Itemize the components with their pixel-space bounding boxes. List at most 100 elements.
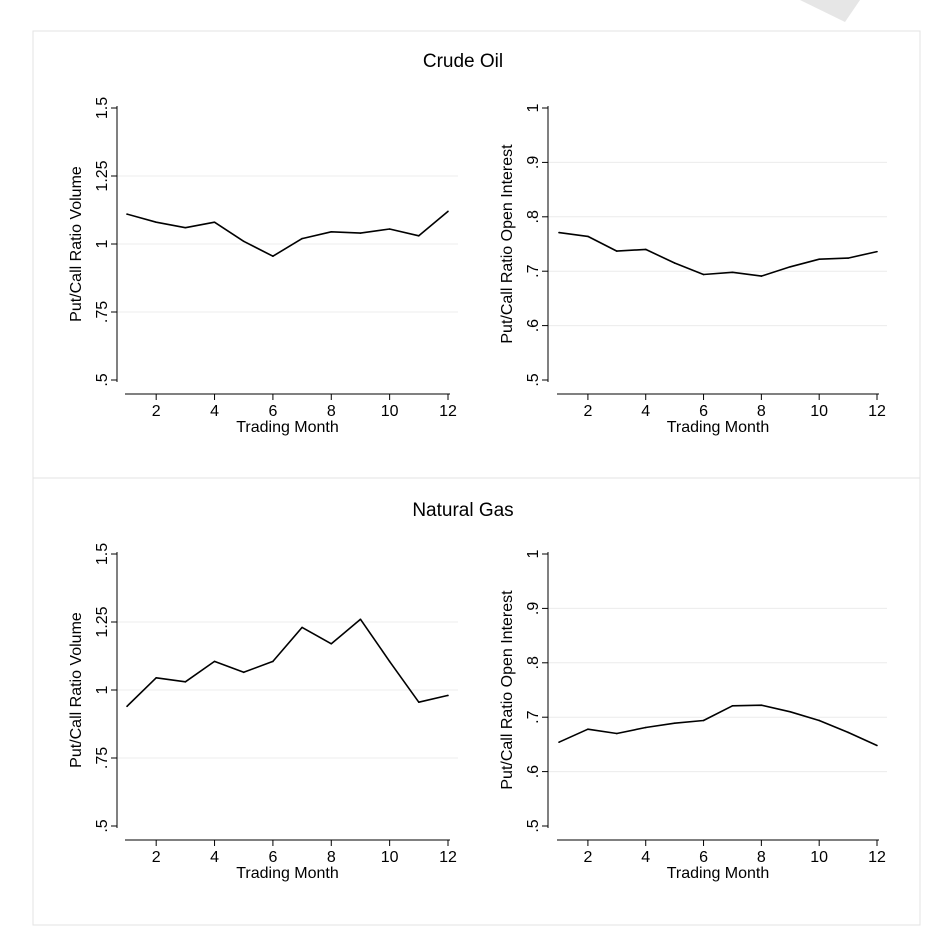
gas-oi-point-9: [789, 710, 792, 713]
gas-oi-point-11: [847, 731, 849, 734]
gas-volume-point-3: [184, 681, 187, 683]
crude-oi-point-2: [587, 235, 589, 238]
gas-volume-xtick-label-5: 12: [439, 849, 457, 866]
gas-oi-ytick-label-1: .6: [525, 765, 542, 778]
crude-volume-ytick-label-2: 1: [94, 239, 111, 248]
crude-oi-point-6: [702, 273, 705, 276]
gas-oi-point-1: [558, 741, 560, 744]
crude-oi-xtick-label-3: 8: [757, 403, 766, 420]
gas-volume-xtick-label-4: 10: [381, 849, 399, 866]
gas-oi-xtick-label-0: 2: [583, 849, 592, 866]
crude-volume-xtick-label-0: 2: [152, 403, 161, 420]
crude-volume-point-6: [272, 255, 274, 258]
gas-oi-ytick-label-4: .9: [525, 602, 542, 615]
gas-volume-xtick-label-0: 2: [152, 849, 161, 866]
crude-oi-xtick-label-5: 12: [868, 403, 886, 420]
gas-oi-ytick-label-2: .7: [525, 710, 542, 723]
crude-oi-y-title: Put/Call Ratio Open Interest: [499, 144, 516, 344]
crude-volume-point-10: [388, 228, 391, 230]
crude-oi-point-5: [673, 262, 676, 264]
crude-oi-point-8: [760, 275, 763, 277]
gas-volume-point-5: [242, 671, 245, 674]
crude-oi-xtick-label-4: 10: [810, 403, 828, 420]
gas-oi-xtick-label-4: 10: [810, 849, 828, 866]
gas-oi-point-3: [616, 732, 618, 735]
crude-oi-xtick-label-0: 2: [583, 403, 592, 420]
crude-volume-ytick-label-1: .75: [94, 301, 111, 323]
crude-volume-xtick-label-4: 10: [381, 403, 399, 420]
corner-decoration: [800, 0, 860, 22]
gas-oi-y-title: Put/Call Ratio Open Interest: [499, 590, 516, 790]
gas-volume-plot: .5 .75 1 1.25 1.5 2 4 6 8 10 12 Trading Month Put/Ca…: [68, 543, 458, 882]
gas-volume-xtick-label-2: 6: [268, 849, 277, 866]
natural-gas-title: Natural Gas: [412, 500, 513, 521]
crude-oil-title: Crude Oil: [423, 51, 503, 72]
crude-oi-point-1: [558, 231, 560, 234]
crude-oi-xtick-label-1: 4: [641, 403, 650, 420]
gas-volume-x-title: Trading Month: [236, 865, 339, 882]
crude-oi-ytick-label-0: .5: [525, 373, 542, 386]
crude-volume-xtick-label-3: 8: [327, 403, 336, 420]
crude-volume-point-3: [184, 226, 187, 229]
gas-volume-ytick-label-1: .75: [94, 747, 111, 769]
crude-volume-point-7: [301, 237, 303, 240]
gas-oi-point-2: [587, 728, 589, 730]
crude-oi-ytick-label-3: .8: [525, 210, 542, 223]
natural-gas-panel: [32, 477, 921, 926]
crude-volume-point-12: [447, 210, 449, 213]
gas-volume-point-9: [359, 618, 362, 621]
crude-volume-ytick-label-0: .5: [94, 373, 111, 386]
gas-oi-point-6: [702, 719, 705, 722]
gas-oi-series-line: [558, 704, 878, 747]
crude-oi-ytick-label-2: .7: [525, 264, 542, 277]
crude-oi-point-4: [644, 248, 647, 251]
gas-oi-ytick-label-0: .5: [525, 819, 542, 832]
crude-oi-point-7: [731, 271, 734, 274]
gas-oi-xtick-label-2: 6: [699, 849, 708, 866]
crude-volume-point-8: [330, 230, 333, 233]
gas-volume-point-7: [301, 626, 303, 629]
crude-oi-ytick-label-5: 1: [525, 103, 542, 112]
gas-oi-xtick-label-5: 12: [868, 849, 886, 866]
crude-volume-xtick-label-2: 6: [268, 403, 277, 420]
gas-volume-ytick-label-3: 1.25: [94, 606, 111, 637]
gas-volume-point-2: [155, 676, 157, 679]
crude-volume-point-1: [126, 213, 128, 215]
gas-volume-y-title: Put/Call Ratio Volume: [68, 612, 85, 768]
gas-oi-xtick-label-3: 8: [757, 849, 766, 866]
crude-volume-point-9: [359, 232, 362, 234]
crude-volume-plot: .5 .75 1 1.25 1.5 2 4 6 8 10 12 Trading Month Put/Ca…: [68, 97, 458, 436]
gas-oi-xtick-label-1: 4: [641, 849, 650, 866]
crude-volume-point-11: [418, 235, 420, 237]
gas-oi-point-4: [644, 726, 647, 729]
gas-oi-point-7: [731, 704, 734, 707]
crude-oi-ytick-label-1: .6: [525, 319, 542, 332]
gas-volume-series-line: [126, 618, 449, 707]
gas-volume-point-10: [388, 660, 391, 663]
crude-volume-point-5: [242, 240, 245, 243]
gas-volume-ytick-label-0: .5: [94, 819, 111, 832]
crude-volume-ytick-label-3: 1.25: [94, 160, 111, 191]
crude-volume-xtick-label-5: 12: [439, 403, 457, 420]
crude-oi-point-3: [616, 250, 618, 252]
gas-volume-point-11: [418, 701, 420, 704]
crude-oi-ytick-label-4: .9: [525, 156, 542, 169]
crude-oi-point-12: [876, 250, 878, 253]
crude-oi-point-9: [789, 266, 792, 268]
crude-oi-xtick-label-2: 6: [699, 403, 708, 420]
gas-volume-point-1: [126, 705, 128, 708]
gas-oi-point-10: [818, 719, 820, 722]
crude-volume-y-title: Put/Call Ratio Volume: [68, 166, 85, 322]
gas-volume-point-8: [330, 642, 333, 645]
gas-oi-ytick-label-3: .8: [525, 656, 542, 669]
crude-oi-x-title: Trading Month: [667, 419, 770, 436]
crude-oil-panel: [32, 30, 921, 479]
gas-oi-point-5: [673, 722, 676, 724]
crude-volume-x-title: Trading Month: [236, 419, 339, 436]
gas-volume-ytick-label-4: 1.5: [94, 543, 111, 565]
crude-volume-series-line: [126, 210, 449, 258]
